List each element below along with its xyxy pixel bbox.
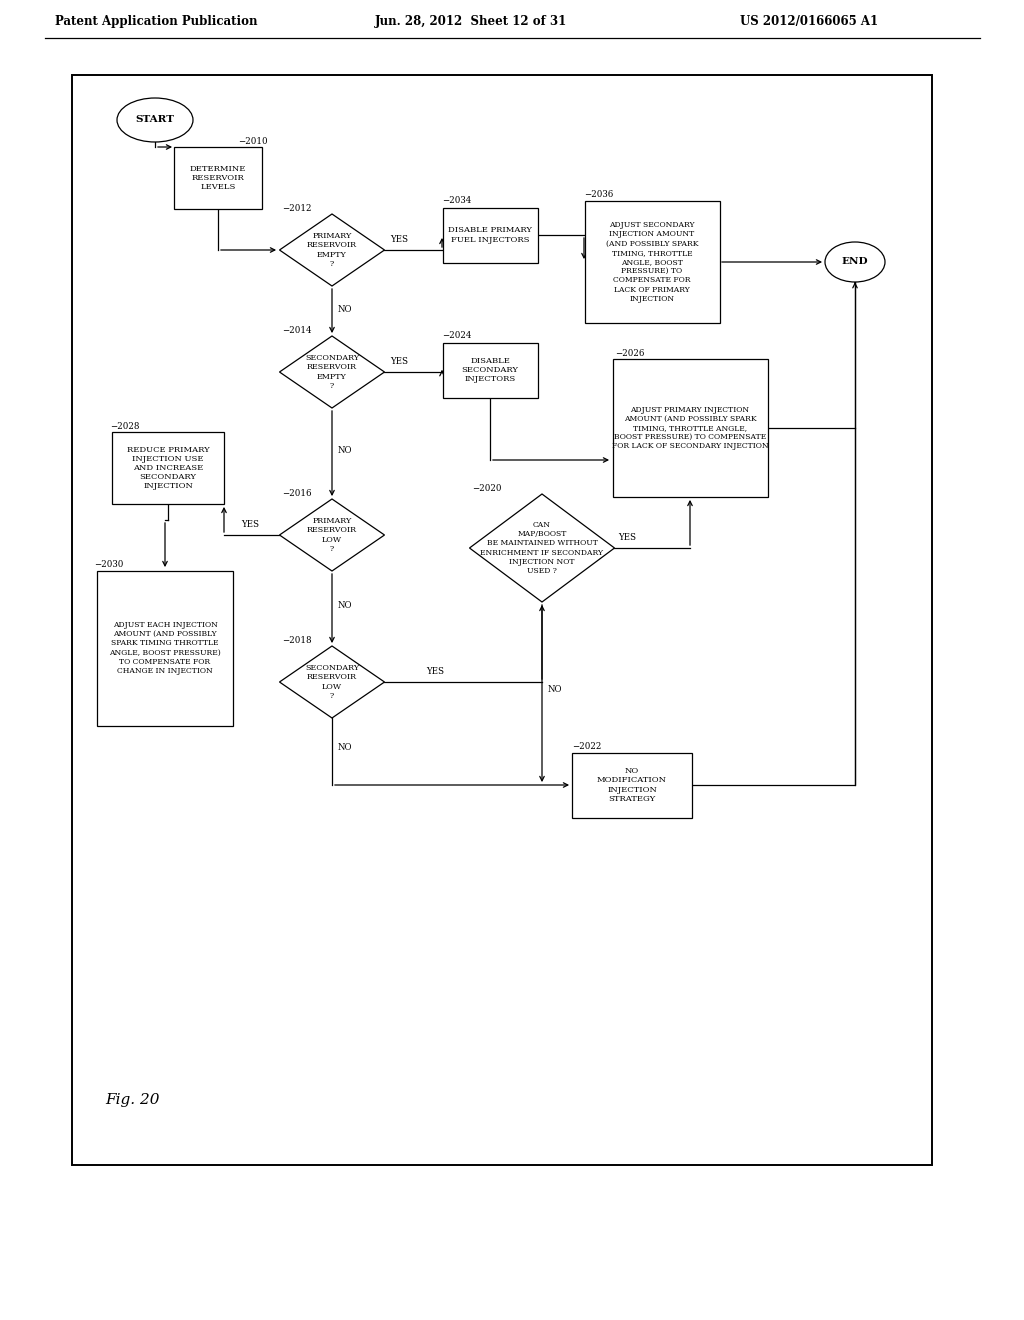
Text: Patent Application Publication: Patent Application Publication xyxy=(55,15,257,28)
Text: SECONDARY
RESERVOIR
LOW
?: SECONDARY RESERVOIR LOW ? xyxy=(305,664,359,700)
Polygon shape xyxy=(469,494,614,602)
Text: ADJUST SECONDARY
INJECTION AMOUNT
(AND POSSIBLY SPARK
TIMING, THROTTLE
ANGLE, BO: ADJUST SECONDARY INJECTION AMOUNT (AND P… xyxy=(606,222,698,302)
Text: NO: NO xyxy=(548,685,562,694)
Text: DISABLE PRIMARY
FUEL INJECTORS: DISABLE PRIMARY FUEL INJECTORS xyxy=(449,227,532,244)
FancyBboxPatch shape xyxy=(112,432,224,504)
Text: −2010: −2010 xyxy=(238,137,267,147)
FancyBboxPatch shape xyxy=(612,359,768,498)
FancyBboxPatch shape xyxy=(97,570,232,726)
Text: YES: YES xyxy=(618,533,636,543)
Polygon shape xyxy=(280,499,384,572)
Text: −2014: −2014 xyxy=(282,326,311,335)
Text: YES: YES xyxy=(426,667,444,676)
Polygon shape xyxy=(280,214,384,286)
Ellipse shape xyxy=(825,242,885,282)
Ellipse shape xyxy=(117,98,193,143)
FancyBboxPatch shape xyxy=(442,342,538,397)
Text: −2024: −2024 xyxy=(442,331,471,341)
FancyBboxPatch shape xyxy=(442,207,538,263)
Text: −2028: −2028 xyxy=(110,422,139,432)
FancyBboxPatch shape xyxy=(174,147,262,209)
Text: NO: NO xyxy=(338,601,352,610)
Text: −2022: −2022 xyxy=(572,742,601,751)
Text: DISABLE
SECONDARY
INJECTORS: DISABLE SECONDARY INJECTORS xyxy=(462,356,518,383)
Text: −2018: −2018 xyxy=(282,636,311,645)
Text: YES: YES xyxy=(241,520,259,529)
Text: ADJUST EACH INJECTION
AMOUNT (AND POSSIBLY
SPARK TIMING THROTTLE
ANGLE, BOOST PR: ADJUST EACH INJECTION AMOUNT (AND POSSIB… xyxy=(110,620,221,675)
FancyBboxPatch shape xyxy=(572,752,692,817)
Text: US 2012/0166065 A1: US 2012/0166065 A1 xyxy=(740,15,879,28)
Text: END: END xyxy=(842,257,868,267)
Text: −2026: −2026 xyxy=(615,348,644,358)
Polygon shape xyxy=(280,337,384,408)
Text: Fig. 20: Fig. 20 xyxy=(105,1093,160,1107)
Text: REDUCE PRIMARY
INJECTION USE
AND INCREASE
SECONDARY
INJECTION: REDUCE PRIMARY INJECTION USE AND INCREAS… xyxy=(127,446,209,491)
Text: NO: NO xyxy=(338,446,352,454)
FancyBboxPatch shape xyxy=(72,75,932,1166)
Text: SECONDARY
RESERVOIR
EMPTY
?: SECONDARY RESERVOIR EMPTY ? xyxy=(305,354,359,389)
Text: −2030: −2030 xyxy=(94,560,123,569)
Text: NO: NO xyxy=(338,305,352,314)
Text: −2034: −2034 xyxy=(442,195,471,205)
Text: NO: NO xyxy=(338,743,352,752)
Text: NO
MODIFICATION
INJECTION
STRATEGY: NO MODIFICATION INJECTION STRATEGY xyxy=(597,767,667,803)
Text: CAN
MAP/BOOST
BE MAINTAINED WITHOUT
ENRICHMENT IF SECONDARY
INJECTION NOT
USED ?: CAN MAP/BOOST BE MAINTAINED WITHOUT ENRI… xyxy=(480,521,603,576)
Text: DETERMINE
RESERVOIR
LEVELS: DETERMINE RESERVOIR LEVELS xyxy=(189,165,246,191)
Text: Jun. 28, 2012  Sheet 12 of 31: Jun. 28, 2012 Sheet 12 of 31 xyxy=(375,15,567,28)
Text: −2016: −2016 xyxy=(282,488,311,498)
Text: START: START xyxy=(135,116,174,124)
Text: −2036: −2036 xyxy=(584,190,613,199)
Text: YES: YES xyxy=(390,235,408,244)
Text: −2012: −2012 xyxy=(282,205,311,213)
Text: PRIMARY
RESERVOIR
LOW
?: PRIMARY RESERVOIR LOW ? xyxy=(307,517,357,553)
Text: YES: YES xyxy=(390,356,408,366)
FancyBboxPatch shape xyxy=(585,201,720,323)
Polygon shape xyxy=(280,645,384,718)
Text: PRIMARY
RESERVOIR
EMPTY
?: PRIMARY RESERVOIR EMPTY ? xyxy=(307,232,357,268)
Text: −2020: −2020 xyxy=(472,484,502,492)
Text: ADJUST PRIMARY INJECTION
AMOUNT (AND POSSIBLY SPARK
TIMING, THROTTLE ANGLE,
BOOS: ADJUST PRIMARY INJECTION AMOUNT (AND POS… xyxy=(611,405,768,450)
